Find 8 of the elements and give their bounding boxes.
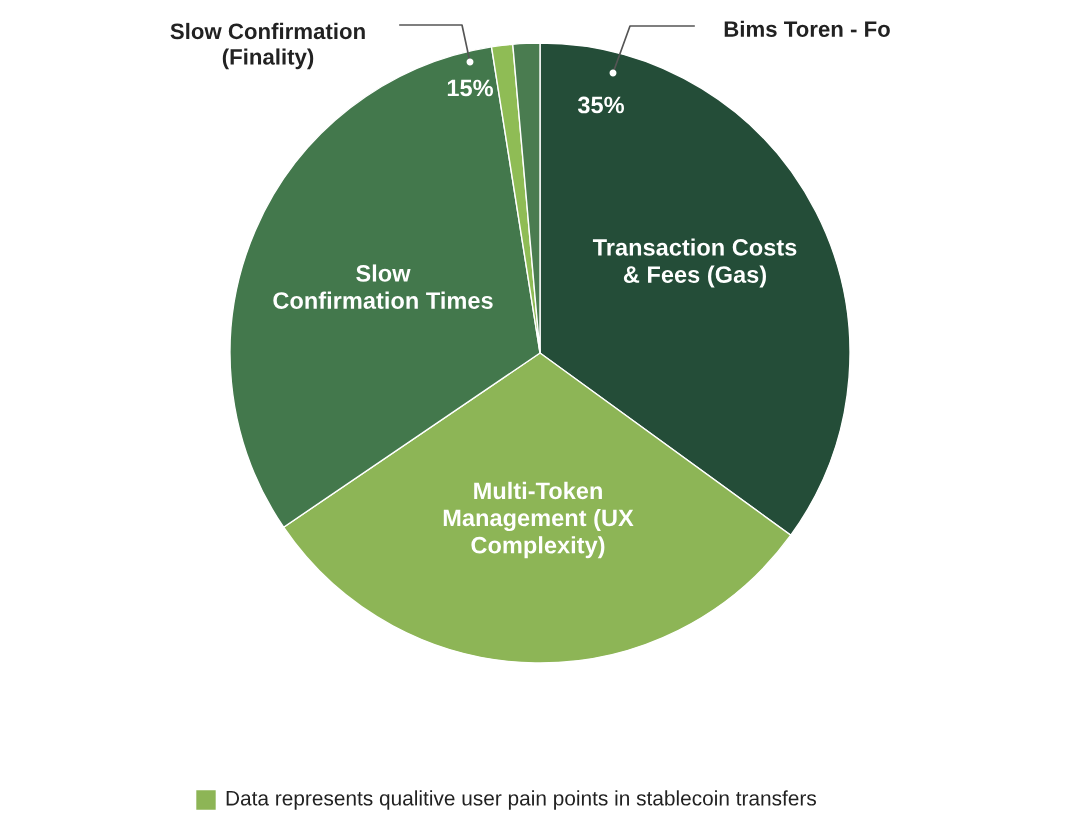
data-label: 35% (577, 96, 625, 114)
text: 15% (447, 79, 494, 97)
slice-label: Transaction Costs & Fees (Gas) (592, 238, 797, 288)
slice-label: Slow Confirmation Times (273, 264, 493, 309)
slice-label: Multi-Token Management (UX Complexity) (443, 481, 634, 559)
text: Slow Confirmation (Finality) (170, 22, 365, 70)
text: Data represents qualitive user pain points in stablecoin transfers (226, 790, 816, 810)
text: Bims Toren - Fo (724, 20, 890, 37)
